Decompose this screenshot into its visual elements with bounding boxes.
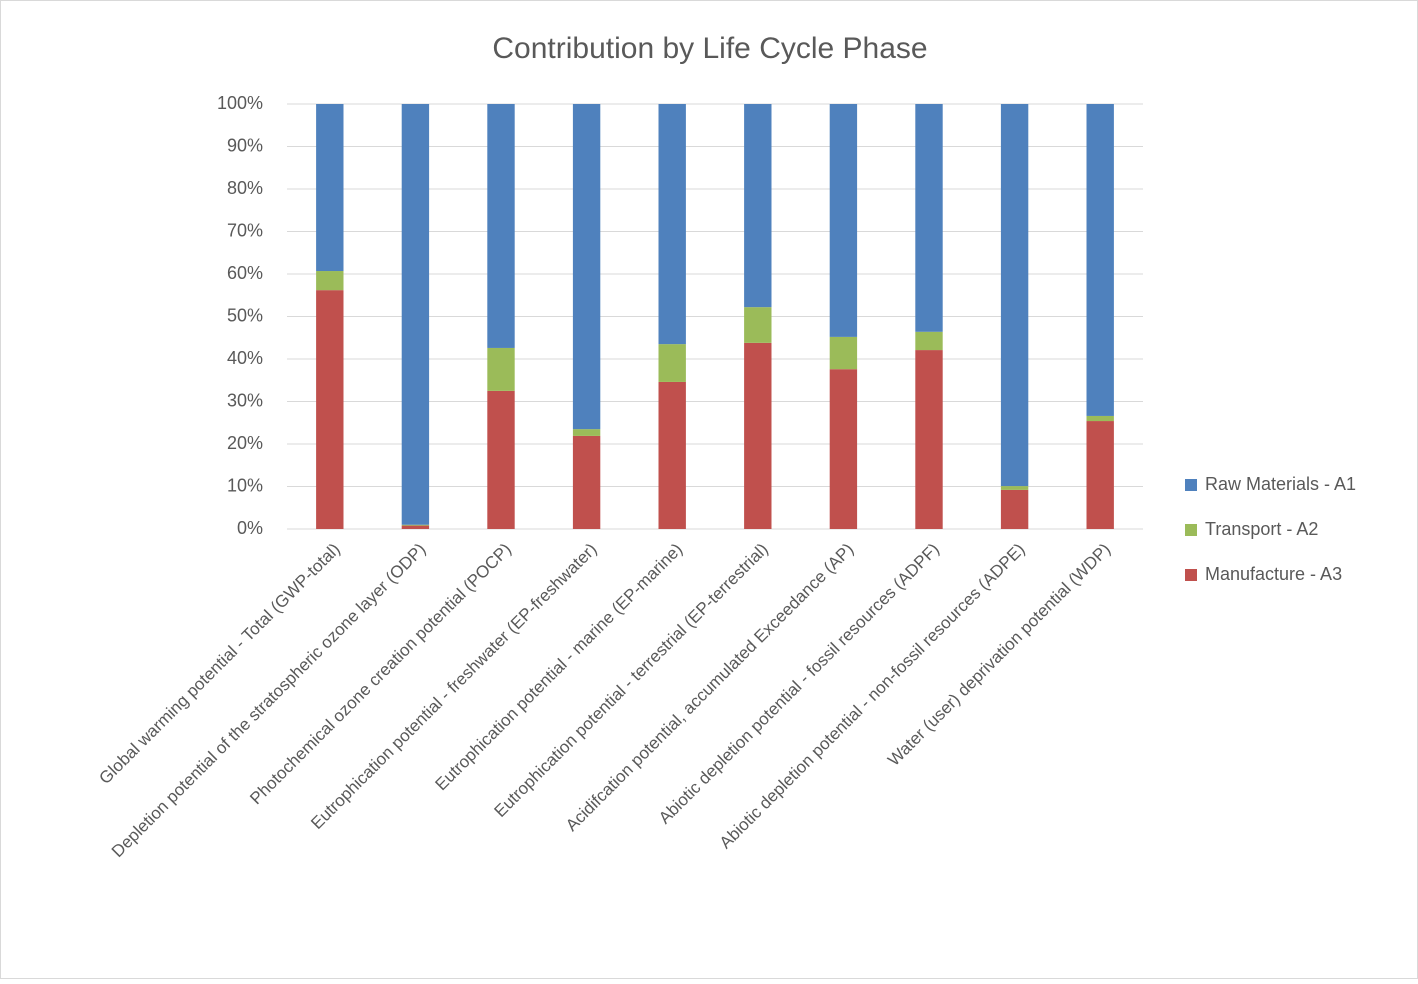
bar-segment (658, 104, 686, 345)
bar-segment (1086, 104, 1114, 416)
bar-segment (401, 525, 430, 529)
y-tick-label: 90% (227, 135, 263, 155)
bar-segment (316, 104, 344, 272)
y-tick-label: 70% (227, 220, 263, 240)
legend-label: Manufacture - A3 (1205, 564, 1342, 584)
y-tick-label: 40% (227, 348, 263, 368)
bar-segment (1000, 486, 1029, 490)
bar-segment (1086, 415, 1114, 422)
bar-segment (1000, 104, 1029, 487)
bar-segment (829, 104, 858, 337)
y-tick-label: 0% (237, 518, 263, 538)
legend-label: Raw Materials - A1 (1205, 474, 1356, 494)
bar-segment (658, 381, 686, 529)
y-tick-label: 30% (227, 390, 263, 410)
bar-segment (744, 342, 772, 529)
bar-segment (915, 350, 943, 529)
bar-segment (829, 369, 858, 529)
legend-swatch (1185, 569, 1197, 581)
legend-swatch (1185, 479, 1197, 491)
bar-segment (316, 290, 344, 529)
bar-segment (658, 344, 686, 382)
bar-segment (487, 347, 515, 391)
bar-segment (572, 104, 601, 430)
bar-segment (829, 336, 858, 370)
y-tick-label: 20% (227, 433, 263, 453)
bar-segment (572, 429, 601, 436)
bar-segment (316, 271, 344, 291)
bar-segment (744, 307, 772, 343)
bar-segment (1000, 489, 1029, 529)
bar-segment (1086, 421, 1114, 529)
y-tick-label: 100% (217, 93, 263, 113)
y-tick-label: 60% (227, 263, 263, 283)
bar-segment (487, 390, 515, 529)
bar-segment (487, 104, 515, 348)
bar-segment (915, 331, 943, 351)
legend-label: Transport - A2 (1205, 519, 1318, 539)
chart-title: Contribution by Life Cycle Phase (492, 32, 927, 65)
bar-segment (744, 104, 772, 308)
bar-segment (572, 435, 601, 529)
bar-segment (915, 104, 943, 332)
y-tick-label: 10% (227, 475, 263, 495)
bar-segment (401, 524, 430, 526)
y-tick-label: 50% (227, 305, 263, 325)
legend-swatch (1185, 524, 1197, 536)
bar-segment (401, 104, 430, 525)
y-tick-label: 80% (227, 178, 263, 198)
